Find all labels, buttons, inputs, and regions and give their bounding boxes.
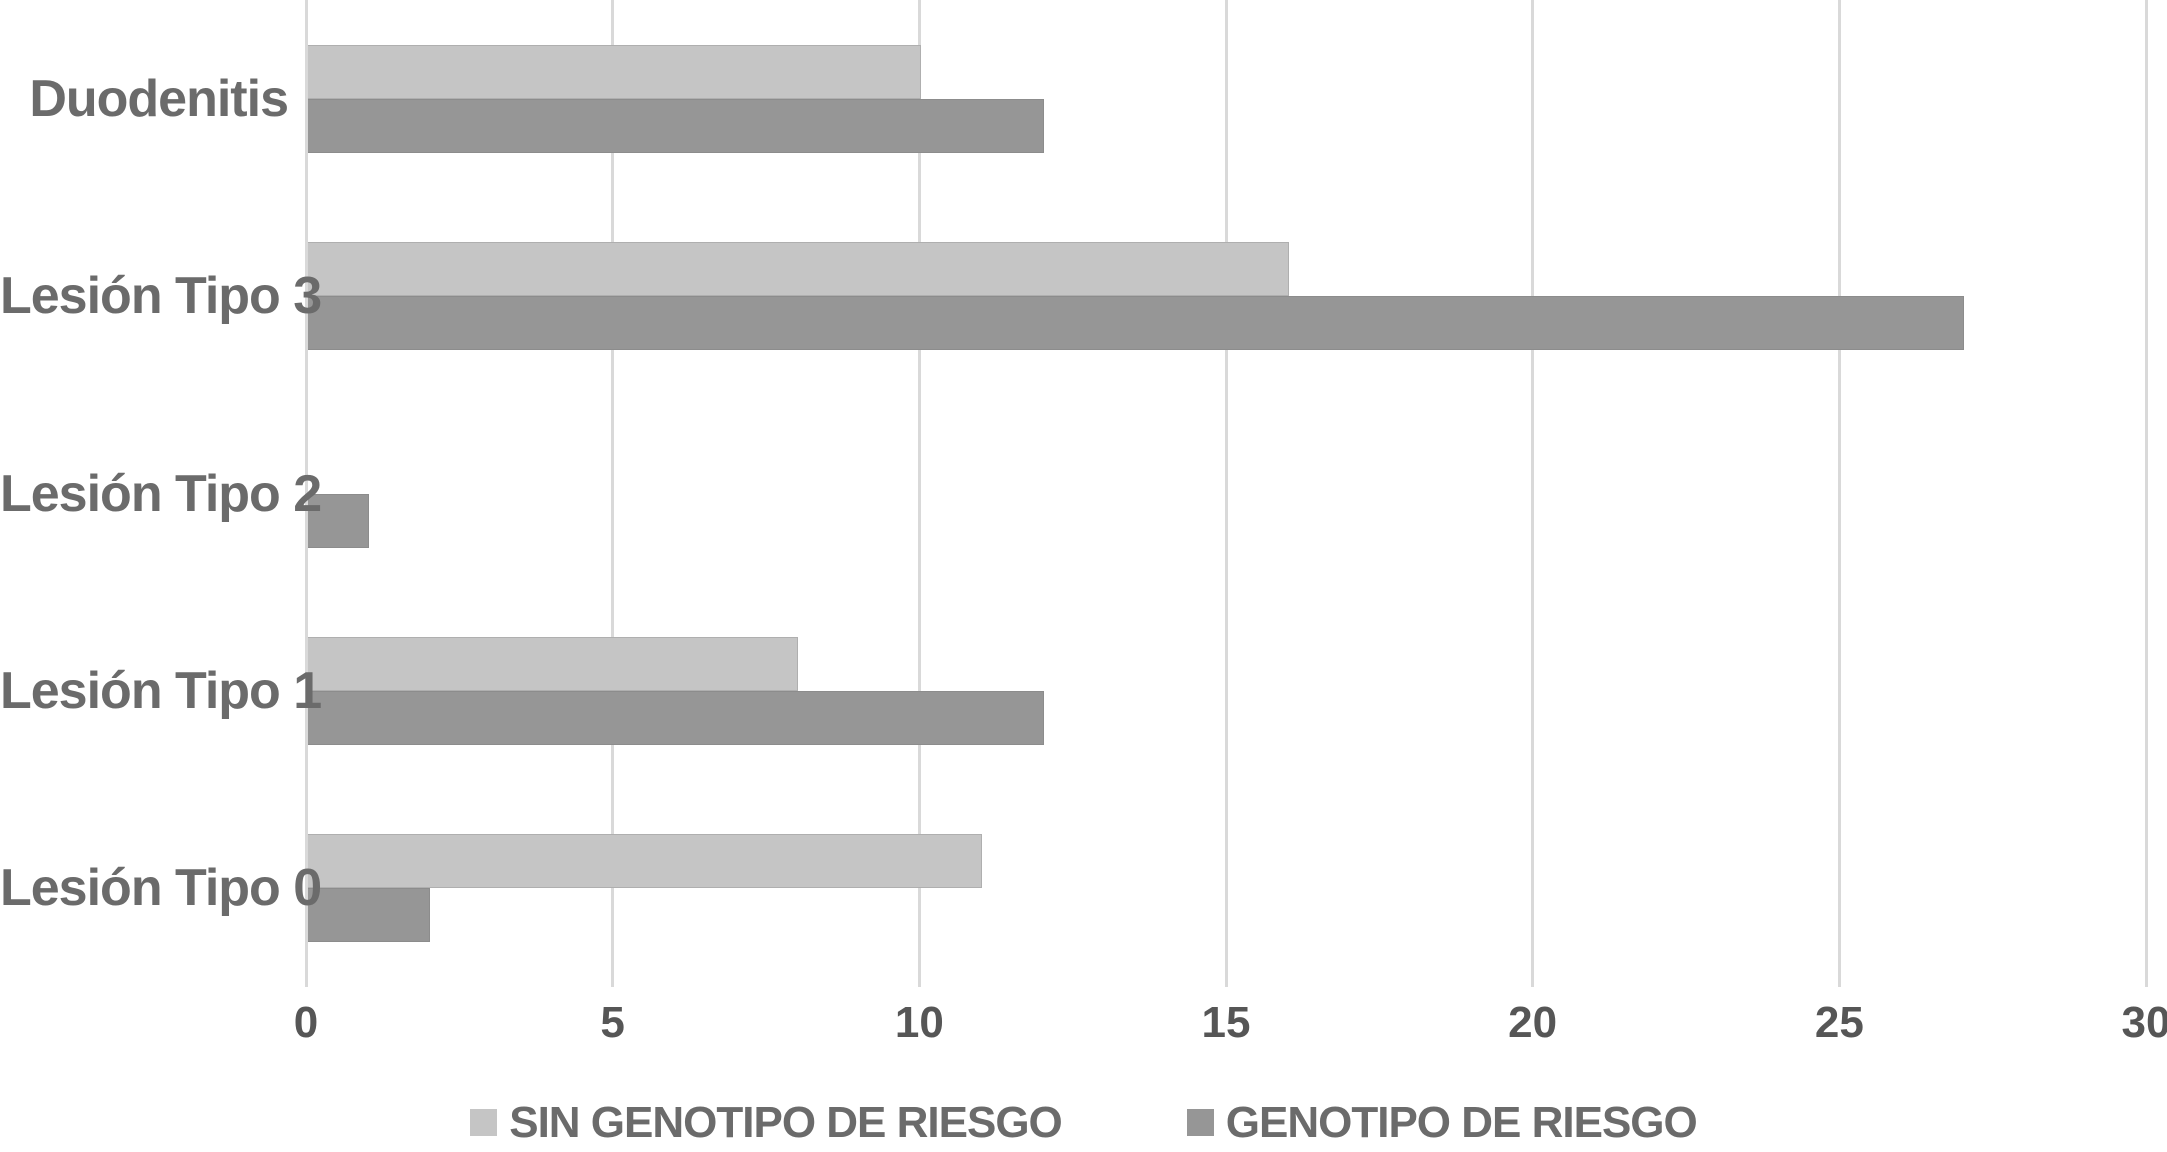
bar-genotipo-2	[307, 493, 369, 548]
category-label-0: Duodenitis	[29, 69, 289, 128]
gridline-x-10	[917, 0, 921, 987]
bar-genotipo-4	[307, 888, 431, 943]
gridline-x-20	[1531, 0, 1535, 987]
gridline-x-25	[1837, 0, 1841, 987]
legend-label: SIN GENOTIPO DE RIESGO	[509, 1097, 1063, 1147]
y-axis-line	[304, 0, 308, 987]
bar-sin-genotipo-4	[307, 834, 983, 889]
bar-sin-genotipo-1	[307, 242, 1289, 297]
x-tick-label-0: 0	[293, 998, 319, 1047]
bar-genotipo-0	[307, 98, 1044, 153]
x-tick-label-25: 25	[1814, 998, 1864, 1047]
x-tick-label-10: 10	[894, 998, 944, 1047]
category-label-4: Lesión Tipo 0	[0, 859, 322, 918]
x-tick-label-30: 30	[2121, 998, 2167, 1047]
x-tick-label-20: 20	[1508, 998, 1558, 1047]
legend-swatch-icon	[1186, 1109, 1214, 1136]
category-label-1: Lesión Tipo 3	[0, 267, 322, 326]
bar-sin-genotipo-3	[307, 636, 799, 691]
category-label-2: Lesión Tipo 2	[0, 464, 322, 523]
gridline-x-30	[2144, 0, 2148, 987]
bar-genotipo-1	[307, 296, 1964, 351]
gridline-x-15	[1224, 0, 1228, 987]
bar-sin-genotipo-0	[307, 44, 921, 99]
category-label-3: Lesión Tipo 1	[0, 661, 322, 720]
legend-label: GENOTIPO DE RIESGO	[1225, 1097, 1698, 1147]
legend-swatch-icon	[470, 1109, 498, 1136]
plot-area	[304, 0, 2148, 987]
bar-genotipo-3	[307, 690, 1044, 745]
legend-item-sin-genotipo: SIN GENOTIPO DE RIESGO	[470, 1097, 1063, 1148]
legend: SIN GENOTIPO DE RIESGO GENOTIPO DE RIESGO	[0, 1093, 2167, 1152]
legend-item-genotipo: GENOTIPO DE RIESGO	[1186, 1097, 1698, 1148]
x-tick-label-15: 15	[1201, 998, 1251, 1047]
gridline-x-5	[611, 0, 615, 987]
x-tick-label-5: 5	[600, 998, 625, 1047]
